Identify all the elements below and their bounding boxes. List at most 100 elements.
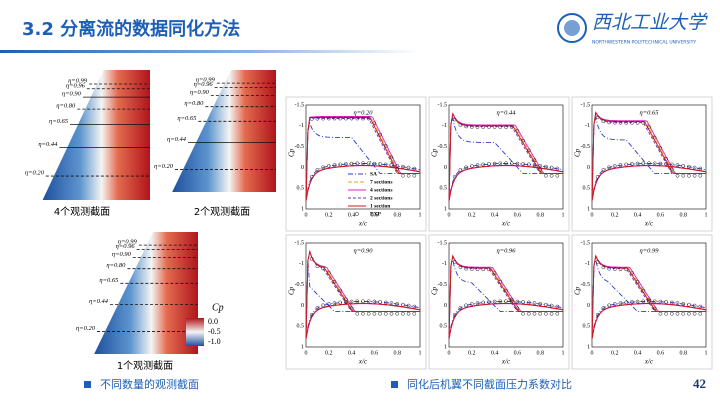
figure-caption: 4个观测截面 <box>54 205 110 218</box>
exp-point <box>366 161 371 166</box>
eta-label: η=0.20 <box>25 170 45 177</box>
exp-point <box>635 161 640 166</box>
x-tick-label: 0 <box>448 350 451 356</box>
x-tick-label: 0.4 <box>348 350 356 356</box>
exp-point <box>549 311 554 316</box>
y-axis-label: Cp <box>431 286 439 295</box>
exp-point <box>612 267 617 271</box>
cp-curve <box>448 112 564 201</box>
exp-point <box>452 117 457 122</box>
exp-point <box>658 161 663 166</box>
x-tick-label: 0.2 <box>611 350 619 356</box>
exp-point <box>681 311 686 316</box>
exp-point <box>526 162 531 167</box>
exp-point <box>332 163 337 167</box>
exp-point <box>504 125 508 129</box>
exp-point <box>458 306 463 310</box>
y-tick-label: 1 <box>301 344 304 350</box>
exp-point <box>698 311 703 316</box>
exp-point <box>515 306 520 311</box>
logo-english: NORTHWESTERN POLYTECHNICAL UNIVERSITY <box>592 40 696 46</box>
y-tick-label: -0.5 <box>295 282 305 288</box>
eta-label: η=0.99 <box>68 77 88 84</box>
exp-point <box>401 302 405 307</box>
eta-label: η=0.65 <box>640 109 660 116</box>
exp-point <box>521 162 525 166</box>
x-tick-label: 0 <box>305 212 308 218</box>
wing-contour <box>94 232 198 354</box>
exp-point <box>349 306 354 311</box>
y-tick-label: 1 <box>444 344 447 350</box>
plot-frame <box>448 242 564 348</box>
exp-point <box>338 116 343 121</box>
exp-point <box>692 165 697 170</box>
x-tick-label: 0.6 <box>514 212 522 218</box>
x-tick-label: 0.6 <box>657 212 665 218</box>
exp-point <box>349 161 354 166</box>
exp-point <box>504 161 508 166</box>
exp-point <box>412 311 417 316</box>
exp-point <box>469 302 474 306</box>
exp-point <box>452 259 457 264</box>
x-tick-label: 1 <box>705 212 708 218</box>
exp-point <box>618 267 623 272</box>
x-axis-label: x/c <box>501 358 511 366</box>
eta-label: η=0.90 <box>112 251 132 258</box>
exp-point <box>607 120 611 125</box>
exp-point <box>526 148 531 153</box>
x-tick-label: 0.2 <box>468 212 476 218</box>
exp-point <box>366 311 371 316</box>
x-tick-label: 0.2 <box>325 350 333 356</box>
exp-point <box>487 125 491 129</box>
exp-point <box>395 311 400 316</box>
exp-point <box>509 297 514 302</box>
exp-point <box>698 166 703 171</box>
logo: 西北工业大学 NORTHWESTERN POLYTECHNICAL UNIVER… <box>557 11 708 46</box>
exp-point <box>618 301 623 305</box>
exp-point <box>395 163 400 168</box>
exp-point <box>635 279 640 284</box>
eta-label: η=0.96 <box>497 247 517 254</box>
eta-label: η=0.96 <box>194 81 214 88</box>
exp-point <box>504 299 508 304</box>
y-tick-label: -0.5 <box>581 282 591 288</box>
bullet <box>391 381 398 388</box>
exp-point <box>378 162 382 166</box>
exp-point <box>389 163 394 167</box>
exp-point <box>361 161 365 166</box>
exp-point <box>504 288 508 293</box>
y-tick-label: 1 <box>587 344 590 350</box>
x-tick-label: 0.8 <box>393 350 401 356</box>
exp-point <box>658 299 663 304</box>
exp-point <box>315 306 320 310</box>
exp-point <box>601 168 606 172</box>
x-tick-label: 0.8 <box>536 212 544 218</box>
y-tick-label: 1 <box>587 206 590 212</box>
wing-contour <box>172 70 276 192</box>
y-tick-label: 0 <box>587 303 590 309</box>
exp-point <box>464 124 468 129</box>
exp-point <box>544 311 548 316</box>
logo-name: 西北工业大学 <box>592 11 708 33</box>
exp-point <box>515 161 520 166</box>
exp-point <box>669 167 674 172</box>
exp-point <box>595 259 600 264</box>
exp-point <box>630 300 634 304</box>
exp-point <box>538 301 543 306</box>
eta-label: η=0.99 <box>118 239 138 246</box>
exp-point <box>675 163 680 167</box>
eta-label: η=0.90 <box>354 247 374 254</box>
exp-point <box>618 163 623 167</box>
exp-point <box>469 164 474 168</box>
eta-label: η=0.20 <box>76 325 96 332</box>
exp-point <box>372 299 377 304</box>
exp-point <box>664 162 668 166</box>
y-tick-label: -0.5 <box>438 282 448 288</box>
exp-point <box>492 161 497 166</box>
exp-point <box>321 303 325 308</box>
exp-point <box>555 173 560 178</box>
exp-point <box>469 267 474 271</box>
